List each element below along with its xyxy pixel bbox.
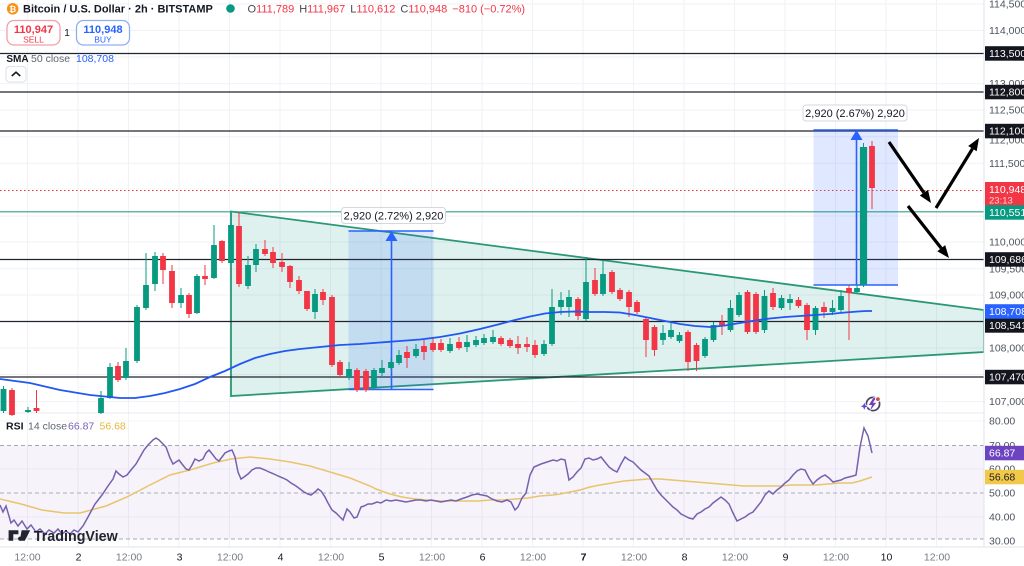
svg-text:2: 2: [76, 552, 82, 564]
svg-text:5: 5: [379, 552, 385, 564]
svg-text:108,541: 108,541: [989, 320, 1024, 332]
svg-text:40.00: 40.00: [989, 512, 1015, 524]
svg-text:80.00: 80.00: [989, 416, 1015, 428]
svg-text:108,000: 108,000: [989, 343, 1024, 355]
svg-text:110,947: 110,947: [14, 24, 53, 36]
svg-text:4: 4: [278, 552, 284, 564]
svg-text:3: 3: [177, 552, 183, 564]
svg-text:6: 6: [480, 552, 486, 564]
svg-text:7: 7: [581, 552, 587, 564]
svg-text:2,920 (2.72%) 2,920: 2,920 (2.72%) 2,920: [344, 210, 444, 222]
svg-text:112,500: 112,500: [989, 105, 1024, 117]
svg-text:₿: ₿: [9, 4, 16, 14]
svg-text:110,948: 110,948: [83, 24, 122, 36]
svg-text:8: 8: [682, 552, 688, 564]
svg-text:108,708: 108,708: [989, 306, 1024, 318]
svg-text:110,000: 110,000: [989, 237, 1024, 249]
svg-text:109,686: 109,686: [989, 254, 1024, 266]
svg-text:BUY: BUY: [94, 35, 112, 45]
svg-text:14 close: 14 close: [28, 421, 67, 433]
svg-text:10: 10: [881, 552, 893, 564]
svg-text:30.00: 30.00: [989, 536, 1015, 548]
svg-text:12:00: 12:00: [924, 552, 950, 564]
svg-text:112,100: 112,100: [989, 126, 1024, 138]
svg-text:108,708: 108,708: [76, 53, 114, 65]
svg-text:12:00: 12:00: [621, 552, 647, 564]
svg-text:50.00: 50.00: [989, 488, 1015, 500]
svg-text:56.68: 56.68: [989, 472, 1015, 484]
svg-text:66.87: 66.87: [989, 448, 1015, 460]
svg-text:12:00: 12:00: [116, 552, 142, 564]
svg-text:114,000: 114,000: [989, 25, 1024, 37]
svg-text:12:00: 12:00: [318, 552, 344, 564]
svg-text:112,800: 112,800: [989, 87, 1024, 99]
svg-text:TradingView: TradingView: [34, 529, 119, 545]
svg-text:107,470: 107,470: [989, 372, 1024, 384]
svg-text:109,000: 109,000: [989, 290, 1024, 302]
svg-text:SELL: SELL: [23, 35, 44, 45]
svg-text:110,551: 110,551: [989, 207, 1024, 219]
svg-text:SMA: SMA: [6, 54, 28, 65]
svg-text:RSI: RSI: [6, 421, 24, 433]
svg-text:1: 1: [64, 28, 70, 39]
svg-text:114,500: 114,500: [989, 0, 1024, 11]
svg-text:Bitcoin / U.S. Dollar · 2h · B: Bitcoin / U.S. Dollar · 2h · BITSTAMP: [23, 4, 213, 16]
svg-text:113,500: 113,500: [989, 48, 1024, 60]
svg-text:56.68: 56.68: [100, 421, 126, 433]
svg-text:12:00: 12:00: [722, 552, 748, 564]
svg-text:2,920 (2.67%) 2,920: 2,920 (2.67%) 2,920: [805, 108, 905, 120]
svg-text:12:00: 12:00: [823, 552, 849, 564]
svg-text:23:13: 23:13: [989, 196, 1013, 207]
svg-text:50 close: 50 close: [31, 53, 70, 65]
svg-text:12:00: 12:00: [520, 552, 546, 564]
svg-text:111,500: 111,500: [989, 158, 1024, 170]
svg-text:12:00: 12:00: [217, 552, 243, 564]
svg-text:12:00: 12:00: [14, 552, 40, 564]
svg-text:66.87: 66.87: [68, 421, 94, 433]
svg-text:107,000: 107,000: [989, 396, 1024, 408]
svg-text:110,948: 110,948: [989, 184, 1024, 196]
svg-text:9: 9: [783, 552, 789, 564]
svg-text:12:00: 12:00: [419, 552, 445, 564]
